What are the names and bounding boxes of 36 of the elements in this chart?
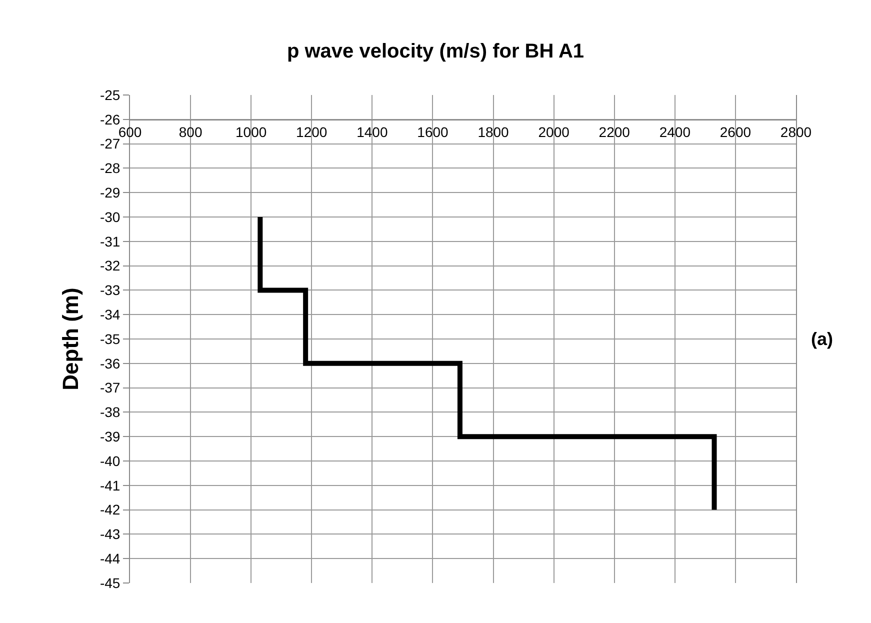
y-tick-label: -34 (100, 306, 120, 322)
y-tick-label: -30 (100, 208, 120, 225)
y-tick-label: -40 (100, 452, 120, 469)
x-tick-label: 1600 (417, 124, 449, 140)
y-tick-label: -39 (100, 428, 120, 444)
x-tick-label: 2400 (659, 124, 691, 140)
x-tick-label: 1400 (356, 124, 388, 140)
y-tick-label: -44 (100, 550, 120, 566)
y-tick-label: -33 (100, 282, 120, 298)
x-tick-label: 2200 (598, 124, 630, 140)
y-tick-label: -42 (100, 502, 120, 518)
text: (a) (811, 329, 834, 349)
y-tick-label: -32 (100, 258, 120, 274)
y-axis-title: Depth (m) (58, 288, 83, 390)
y-tick-label: -38 (100, 404, 120, 420)
x-tick-label: 800 (178, 124, 202, 140)
y-tick-label: -26 (100, 111, 120, 128)
x-tick-label: 600 (118, 124, 142, 140)
y-tick-label: -35 (100, 330, 120, 347)
y-tick-label: -43 (100, 526, 120, 542)
x-tick-label: 2800 (780, 124, 812, 140)
y-tick-label: -36 (100, 355, 120, 372)
x-tick-label: 1200 (296, 124, 328, 140)
y-tick-label: -28 (100, 160, 120, 176)
chart-title: p wave velocity (m/s) for BH A1 (286, 40, 584, 63)
y-tick-label: -37 (100, 380, 120, 396)
y-tick-label: -31 (100, 233, 120, 250)
x-tick-label: 2600 (720, 124, 752, 140)
x-tick-label: 2000 (538, 124, 570, 140)
y-tick-label: -27 (100, 136, 120, 152)
x-tick-label: 1800 (478, 124, 510, 140)
x-tick-label: 1000 (236, 124, 267, 140)
y-tick-label: -25 (100, 86, 120, 103)
y-tick-label: -45 (100, 574, 120, 591)
y-tick-label: -41 (100, 477, 120, 494)
y-tick-label: -29 (100, 184, 120, 200)
